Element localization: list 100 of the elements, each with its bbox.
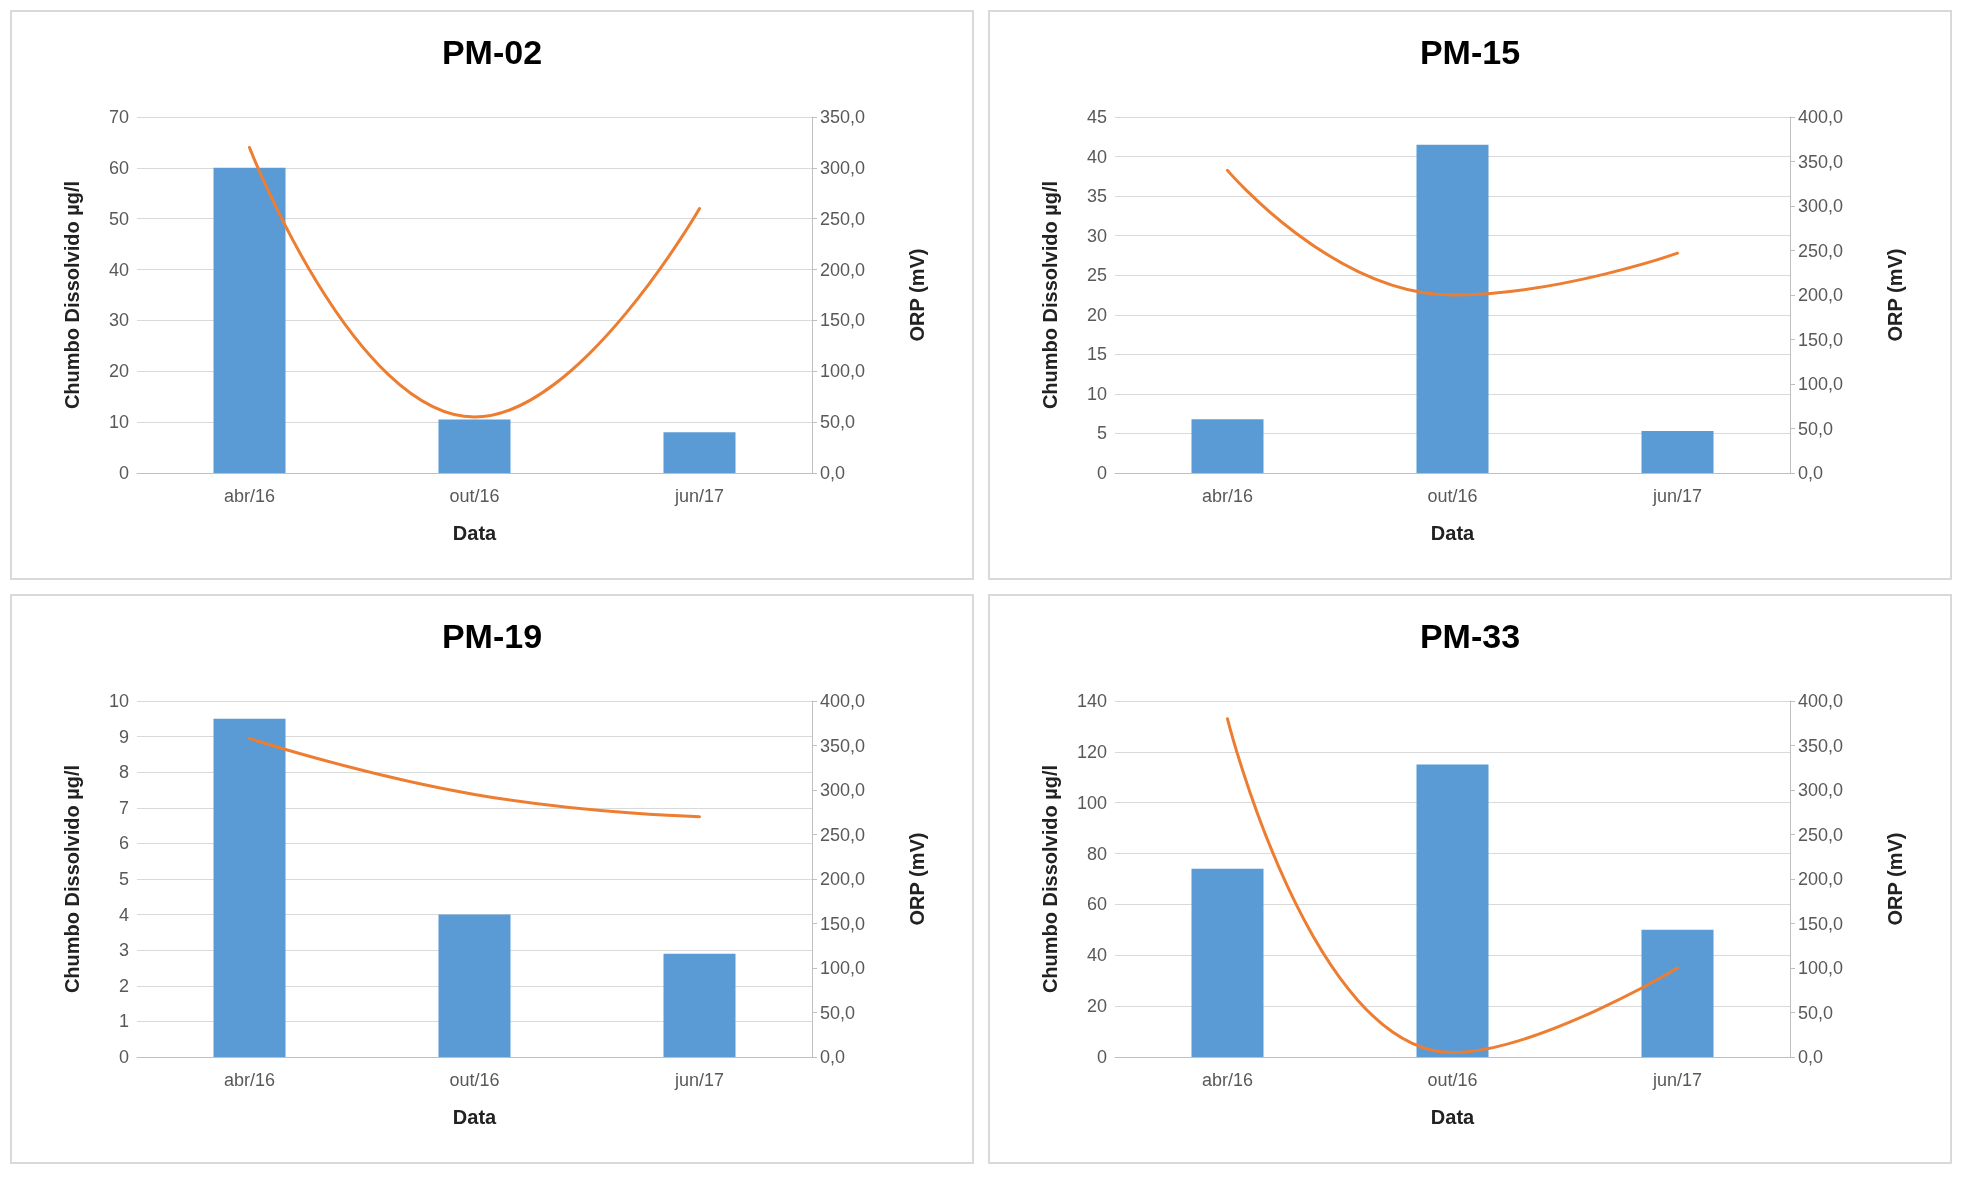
x-tick-label: jun/17 [1651,486,1703,506]
y-tick-label: 60 [108,157,129,178]
y-tick-label: 20 [1086,304,1107,325]
y2-axis-title: ORP (mV) [906,832,928,926]
y-tick-label: 50 [108,208,129,229]
y-tick-label: 10 [108,691,129,711]
bar [1641,431,1714,473]
y-tick-label: 45 [1086,107,1107,127]
y2-tick-label: 0,0 [1798,463,1824,483]
x-tick-label: jun/17 [673,486,725,506]
y-tick-label: 40 [1086,945,1107,966]
bar [213,718,286,1057]
y-axis-title: Chumbo Dissolvido µg/l [61,764,83,994]
y2-tick-label: 100,0 [820,958,866,978]
x-axis-title: Data [1430,522,1476,544]
y2-tick-label: 400,0 [1798,691,1844,711]
x-tick-label: out/16 [1427,1070,1478,1090]
y2-tick-label: 0,0 [1798,1047,1824,1067]
y-tick-label: 80 [1086,843,1107,864]
y2-tick-label: 100,0 [1798,374,1844,394]
y2-tick-label: 350,0 [820,107,866,127]
y2-tick-label: 350,0 [1798,151,1844,172]
y-tick-label: 30 [108,310,129,331]
y-axis-title: Chumbo Dissolvido µg/l [61,180,83,410]
y-tick-label: 15 [1086,344,1107,365]
bar [438,419,511,473]
y-tick-label: 40 [108,259,129,280]
y2-tick-label: 150,0 [1798,329,1844,350]
y2-tick-label: 300,0 [820,157,866,178]
y2-tick-label: 100,0 [820,361,866,382]
y2-tick-label: 250,0 [1798,824,1844,845]
x-tick-label: abr/16 [223,486,276,506]
y2-tick-label: 250,0 [820,824,866,845]
bar [1191,419,1264,473]
y2-tick-label: 300,0 [1798,780,1844,800]
y-tick-label: 10 [108,412,129,433]
x-tick-label: jun/17 [1651,1070,1703,1090]
y-tick-label: 4 [118,904,129,925]
y-tick-label: 30 [1086,225,1107,246]
y-tick-label: 2 [118,975,129,996]
bar [1191,868,1264,1057]
bar [663,953,736,1057]
y2-tick-label: 300,0 [820,780,866,800]
y-tick-label: 60 [1086,894,1107,915]
x-tick-label: out/16 [449,486,500,506]
y2-tick-label: 200,0 [820,259,866,280]
y-tick-label: 100 [1076,792,1107,813]
y2-tick-label: 200,0 [1798,869,1844,889]
y2-tick-label: 350,0 [820,735,866,756]
chart-title: PM-02 [441,33,543,71]
y-tick-label: 5 [1096,423,1107,444]
bar [663,432,736,473]
y2-tick-label: 300,0 [1798,196,1844,216]
bar [1416,764,1489,1057]
y2-tick-label: 350,0 [1798,735,1844,756]
y-tick-label: 10 [1086,383,1107,404]
x-axis-title: Data [452,522,498,544]
y-tick-label: 70 [108,107,129,127]
y2-tick-label: 250,0 [1798,240,1844,261]
x-tick-label: abr/16 [1201,486,1254,506]
y2-tick-label: 100,0 [1798,958,1844,978]
chart-title: PM-19 [441,617,543,655]
y-tick-label: 0 [118,463,129,483]
y-tick-label: 140 [1076,691,1107,711]
y-tick-label: 3 [118,940,129,961]
y2-tick-label: 150,0 [820,310,866,331]
y-axis-title: Chumbo Dissolvido µg/l [1039,180,1061,410]
x-tick-label: out/16 [1427,486,1478,506]
x-tick-label: abr/16 [1201,1070,1254,1090]
y2-tick-label: 400,0 [820,691,866,711]
y-tick-label: 0 [1096,1047,1107,1067]
y2-tick-label: 250,0 [820,208,866,229]
y2-tick-label: 150,0 [820,913,866,934]
y2-tick-label: 50,0 [1798,418,1834,439]
y2-axis-title: ORP (mV) [906,248,928,342]
bar [213,167,286,473]
y2-tick-label: 50,0 [1798,1002,1834,1023]
y-tick-label: 6 [118,833,129,854]
y-tick-label: 20 [108,361,129,382]
y-tick-label: 25 [1086,265,1107,286]
y2-tick-label: 400,0 [1798,107,1844,127]
y-tick-label: 8 [118,762,129,783]
y2-tick-label: 150,0 [1798,913,1844,934]
y2-tick-label: 0,0 [820,463,846,483]
y-tick-label: 7 [118,797,129,818]
y-tick-label: 20 [1086,996,1107,1017]
bar [438,914,511,1057]
x-axis-title: Data [452,1106,498,1128]
y-tick-label: 35 [1086,186,1107,207]
y-tick-label: 9 [118,726,129,747]
y-tick-label: 0 [118,1047,129,1067]
y2-axis-title: ORP (mV) [1884,832,1906,926]
y-tick-label: 5 [118,869,129,889]
y2-tick-label: 50,0 [820,1002,856,1023]
y2-tick-label: 50,0 [820,412,856,433]
y-tick-label: 1 [118,1011,129,1032]
y2-tick-label: 200,0 [820,869,866,889]
chart-title: PM-15 [1419,33,1521,71]
x-tick-label: out/16 [449,1070,500,1090]
y-tick-label: 120 [1076,741,1107,762]
